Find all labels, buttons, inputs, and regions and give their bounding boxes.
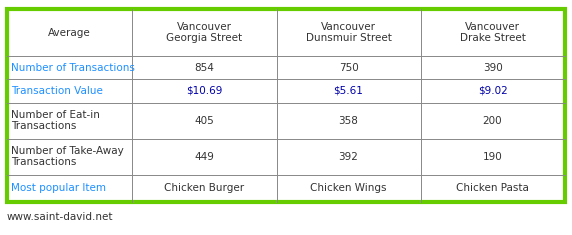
Text: $5.61: $5.61 [333, 86, 363, 96]
Text: 358: 358 [339, 116, 359, 125]
Text: Vancouver
Dunsmuir Street: Vancouver Dunsmuir Street [305, 22, 391, 43]
Text: 190: 190 [483, 152, 502, 162]
Text: Vancouver
Drake Street: Vancouver Drake Street [460, 22, 526, 43]
Text: Chicken Burger: Chicken Burger [164, 183, 245, 193]
Text: Average: Average [48, 28, 91, 38]
Text: Number of Eat-in
Transactions: Number of Eat-in Transactions [11, 110, 100, 131]
Text: Number of Take-Away
Transactions: Number of Take-Away Transactions [11, 146, 124, 167]
Text: 200: 200 [483, 116, 502, 125]
Text: Number of Transactions: Number of Transactions [11, 63, 136, 73]
Text: Most popular Item: Most popular Item [11, 183, 106, 193]
Text: $9.02: $9.02 [478, 86, 507, 96]
Text: 750: 750 [339, 63, 359, 73]
Bar [7, 9, 565, 202]
Text: 405: 405 [194, 116, 214, 125]
Text: Transaction Value: Transaction Value [11, 86, 104, 96]
Text: Vancouver
Georgia Street: Vancouver Georgia Street [166, 22, 243, 43]
Text: Chicken Pasta: Chicken Pasta [456, 183, 529, 193]
Text: 449: 449 [194, 152, 214, 162]
Text: $10.69: $10.69 [186, 86, 223, 96]
Text: www.saint-david.net: www.saint-david.net [7, 212, 113, 222]
Text: 390: 390 [483, 63, 502, 73]
Text: 854: 854 [194, 63, 214, 73]
Text: 392: 392 [339, 152, 359, 162]
Text: Chicken Wings: Chicken Wings [310, 183, 387, 193]
